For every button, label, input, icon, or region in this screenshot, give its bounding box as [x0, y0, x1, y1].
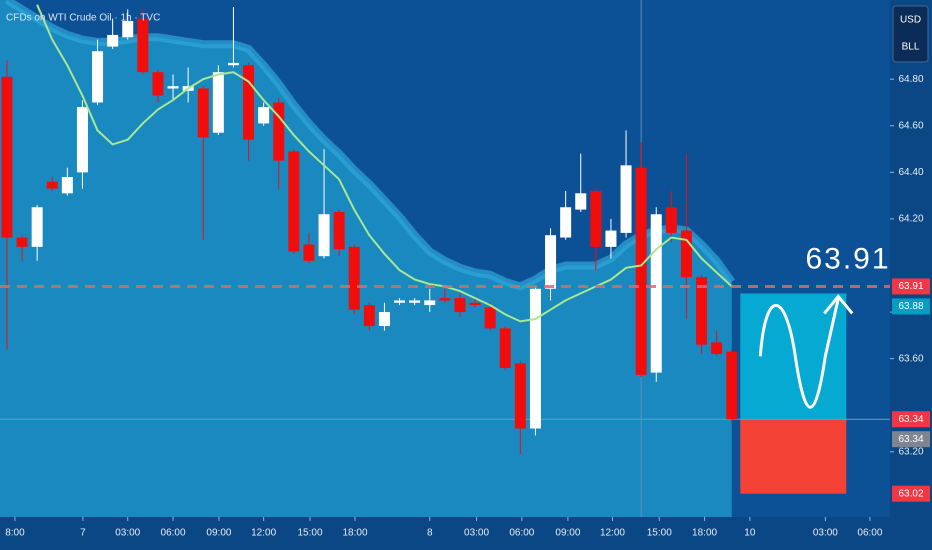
x-tick-label: 03:00 — [115, 528, 140, 539]
x-tick-label: 7 — [80, 528, 86, 539]
unit: BLL — [902, 42, 920, 53]
candle-body — [469, 302, 481, 306]
candle-body — [333, 211, 345, 250]
x-tick-label: 15:00 — [297, 528, 322, 539]
candle-body — [212, 72, 224, 133]
x-tick-label: 03:00 — [464, 528, 489, 539]
x-tick-label: 12:00 — [600, 528, 625, 539]
candle-body — [696, 277, 708, 345]
candle-body — [529, 288, 541, 429]
target-zone — [740, 293, 847, 420]
x-tick-label: 8 — [427, 528, 433, 539]
x-tick-label: 18:00 — [342, 528, 367, 539]
forecast-curve — [758, 298, 840, 409]
price-label-box — [892, 278, 930, 295]
candle-body — [76, 107, 88, 173]
candle-body — [439, 298, 451, 301]
time-axis — [0, 517, 890, 550]
price-axis — [890, 0, 932, 550]
candle-body — [16, 237, 28, 247]
candle-body — [424, 300, 436, 306]
x-tick-label: 06:00 — [857, 528, 882, 539]
candle-body — [137, 18, 149, 73]
price-label-box — [892, 298, 930, 315]
x-tick-label: 03:00 — [813, 528, 838, 539]
candle-body — [107, 34, 119, 47]
candle-body — [484, 307, 496, 329]
x-tick-label: 10 — [744, 528, 756, 539]
x-tick-label: 06:00 — [509, 528, 534, 539]
candle-body — [31, 207, 43, 247]
candle-body — [409, 300, 421, 303]
y-tick-label: 64.60 — [898, 120, 923, 131]
currency-box — [892, 5, 929, 63]
candle-body — [46, 181, 58, 189]
candle-body — [514, 363, 526, 429]
candle-body — [273, 102, 285, 161]
price-label: 63.34 — [898, 434, 923, 445]
candle-body — [620, 165, 632, 233]
candle-body — [545, 235, 557, 289]
y-tick-label: 64.80 — [898, 74, 923, 85]
annotation: 63.91 — [805, 242, 890, 275]
price-label: 63.34 — [898, 414, 923, 425]
x-tick-label: 09:00 — [206, 528, 231, 539]
candle-body — [61, 176, 73, 194]
candle-body — [665, 207, 677, 233]
x-tick-label: 09:00 — [555, 528, 580, 539]
candle-body — [378, 312, 390, 327]
candle-body — [197, 88, 209, 138]
candle-body — [303, 244, 315, 261]
candle-body — [227, 62, 239, 66]
candle-body — [590, 190, 602, 247]
stop-zone — [740, 419, 847, 494]
candle-body — [726, 351, 738, 420]
price-label: 63.91 — [898, 281, 923, 292]
x-tick-label: 18:00 — [692, 528, 717, 539]
candle-body — [560, 207, 572, 238]
band-area — [0, 0, 732, 517]
y-tick-label: 64.40 — [898, 167, 923, 178]
x-tick-label: 06:00 — [161, 528, 186, 539]
candle-body — [122, 20, 134, 38]
price-label: 63.88 — [898, 301, 923, 312]
candle-body — [575, 193, 587, 210]
price-label-box — [892, 411, 930, 428]
candle-body — [243, 65, 255, 140]
x-tick-label: 8:00 — [5, 528, 25, 539]
candle-body — [167, 86, 179, 89]
chart-title: CFDs on WTI Crude Oil · 1h · TVC — [6, 13, 160, 24]
currency: USD — [900, 15, 921, 26]
x-tick-label: 12:00 — [251, 528, 276, 539]
price-label-box — [892, 431, 930, 448]
candle-body — [152, 72, 164, 96]
y-tick-label: 64.20 — [898, 214, 923, 225]
y-tick-label: 63.60 — [898, 353, 923, 364]
candle-body — [499, 328, 511, 368]
candle-body — [635, 167, 647, 375]
candle-body — [92, 51, 104, 103]
candle-body — [680, 230, 692, 278]
candle-body — [363, 305, 375, 327]
x-tick-label: 15:00 — [647, 528, 672, 539]
candle-body — [318, 214, 330, 257]
forecast-arrow — [823, 294, 854, 315]
moving-average — [36, 4, 733, 323]
price-label-box — [892, 485, 930, 502]
candle-body — [394, 300, 406, 303]
y-tick-label: 63.20 — [898, 446, 923, 457]
candle-body — [258, 107, 270, 124]
candle-body — [605, 230, 617, 247]
candle-body — [650, 214, 662, 373]
candle-body — [288, 151, 300, 252]
candle-body — [454, 298, 466, 313]
candle-body — [348, 246, 360, 310]
price-label: 63.02 — [898, 488, 923, 499]
candle-body — [1, 76, 13, 238]
candle-body — [711, 342, 723, 354]
